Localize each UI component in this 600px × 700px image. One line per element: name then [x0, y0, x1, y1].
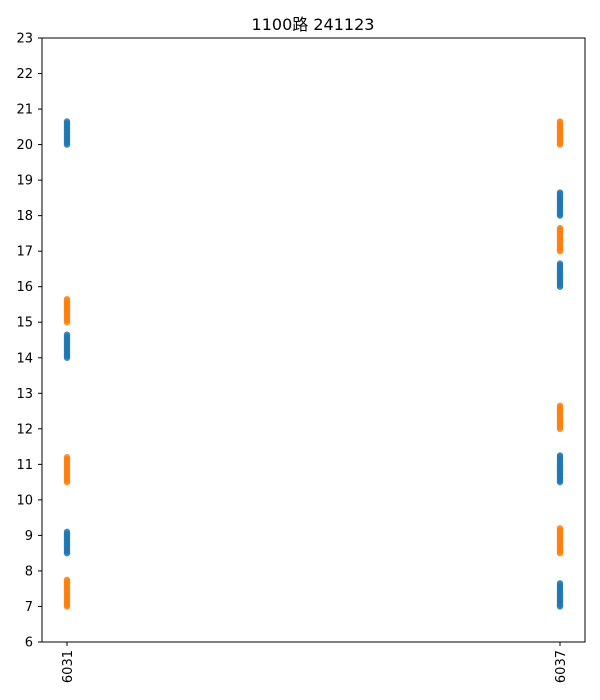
y-tick-label: 23 [16, 32, 33, 47]
data-marks [63, 118, 564, 610]
y-tick-label: 16 [16, 280, 33, 295]
y-tick-label: 15 [16, 316, 33, 331]
y-tick-label: 14 [16, 351, 33, 366]
y-tick-label: 13 [16, 387, 33, 402]
y-tick-label: 12 [16, 422, 33, 437]
data-point [63, 528, 71, 536]
data-point [556, 224, 564, 232]
y-tick-label: 9 [25, 529, 33, 544]
data-point [556, 260, 564, 267]
x-axis: 6031 6037 [61, 642, 569, 683]
y-tick-label: 20 [16, 138, 33, 153]
data-point [63, 331, 71, 338]
chart-title: 1100路 241123 [252, 15, 375, 34]
data-point [556, 580, 564, 587]
x-tick-label: 6031 [61, 650, 76, 683]
y-tick-label: 17 [16, 245, 33, 260]
data-point [63, 295, 71, 303]
data-point [556, 118, 564, 125]
data-point [63, 576, 71, 584]
data-point [63, 118, 71, 125]
data-point [556, 452, 564, 459]
y-tick-label: 11 [16, 458, 33, 473]
data-point [556, 189, 564, 196]
data-point [63, 454, 71, 461]
y-tick-label: 22 [16, 67, 33, 82]
data-point [556, 525, 564, 532]
plot-frame [41, 37, 586, 643]
y-tick-label: 21 [16, 103, 33, 118]
y-tick-label: 6 [25, 636, 33, 651]
y-tick-label: 10 [16, 493, 33, 508]
y-tick-label: 18 [16, 209, 33, 224]
y-axis: 6 7 8 9 10 11 12 13 14 15 16 17 18 19 20 21 22 23 [16, 32, 42, 651]
data-point [556, 402, 564, 409]
y-tick-label: 8 [25, 564, 33, 579]
y-tick-label: 19 [16, 174, 33, 189]
x-tick-label: 6037 [554, 650, 569, 683]
y-tick-label: 7 [25, 600, 33, 615]
